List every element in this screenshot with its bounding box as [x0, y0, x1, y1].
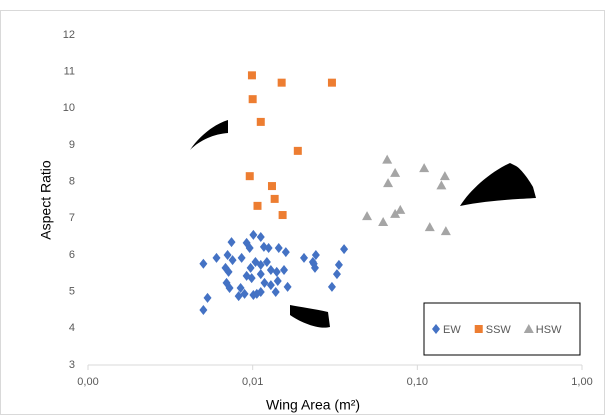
chart: Wing Area (m²) Aspect Ratio 0,00 0,01 0,10…	[0, 0, 606, 416]
point	[254, 202, 262, 210]
point	[249, 95, 257, 103]
y-tick-label: 6	[69, 249, 75, 261]
x-tick-label: 0,10	[407, 376, 428, 388]
y-axis-title: Aspect Ratio	[38, 160, 54, 240]
y-tick-label: 3	[69, 359, 75, 371]
y-tick-label: 4	[69, 322, 75, 334]
point	[248, 71, 256, 79]
legend-label: EW	[443, 324, 461, 336]
y-tick-label: 12	[63, 29, 75, 41]
y-tick-label: 8	[69, 176, 75, 188]
point	[328, 79, 336, 87]
point	[246, 172, 254, 180]
legend-marker	[475, 325, 483, 333]
legend-label: SSW	[486, 324, 512, 336]
point	[257, 118, 265, 126]
y-tick-label: 10	[63, 102, 75, 114]
y-tick-label: 7	[69, 212, 75, 224]
y-tick-label: 11	[64, 66, 75, 78]
point	[279, 211, 287, 219]
y-tick-label: 9	[69, 139, 75, 151]
x-tick-label: 0,00	[77, 376, 98, 388]
x-axis-title: Wing Area (m²)	[266, 397, 360, 413]
x-tick-label: 1,00	[571, 376, 592, 388]
point	[271, 195, 279, 203]
point	[294, 147, 302, 155]
point	[268, 182, 276, 190]
legend-label: HSW	[536, 324, 562, 336]
point	[278, 79, 286, 87]
x-tick-label: 0,01	[242, 376, 263, 388]
y-tick-label: 5	[69, 286, 75, 298]
